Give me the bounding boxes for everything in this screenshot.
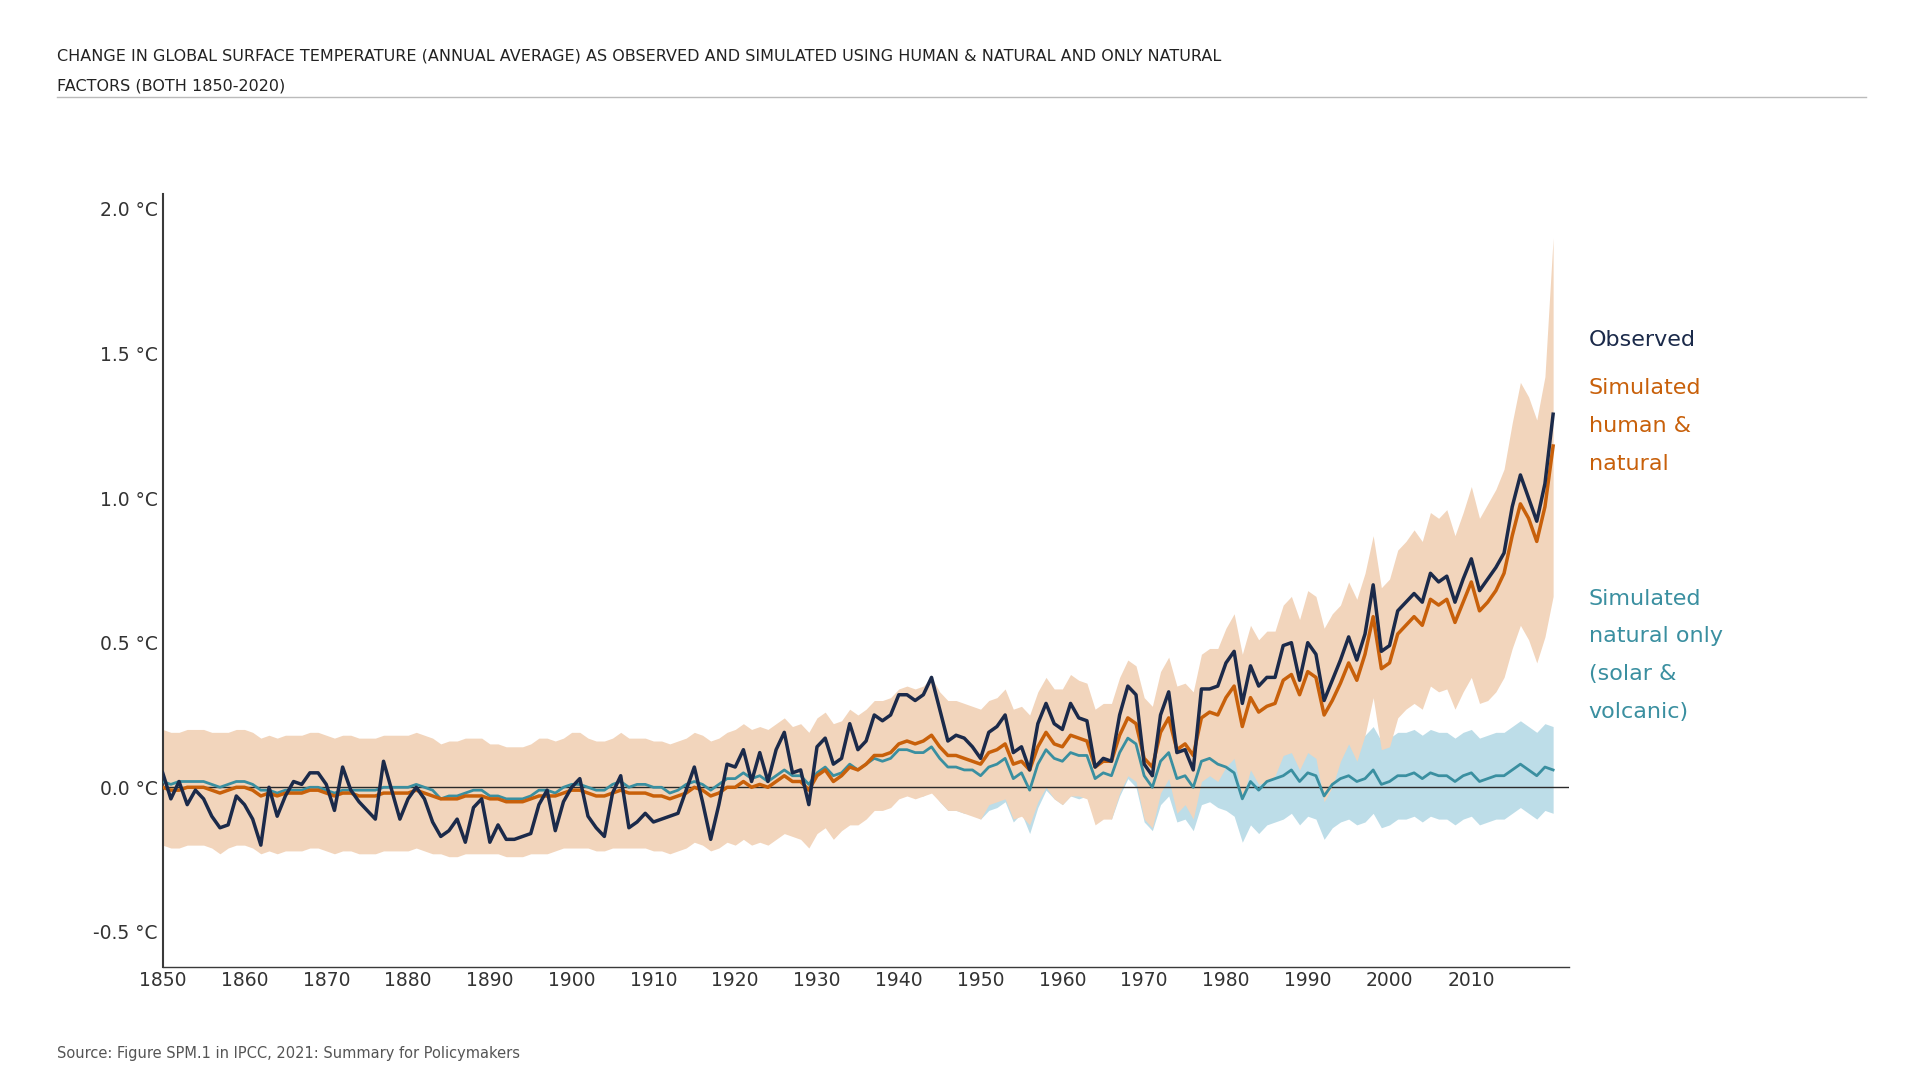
Text: natural: natural (1589, 454, 1669, 474)
Text: (solar &: (solar & (1589, 664, 1677, 685)
Text: human &: human & (1589, 416, 1690, 436)
Text: Simulated: Simulated (1589, 589, 1702, 609)
Text: volcanic): volcanic) (1589, 702, 1688, 723)
Text: Simulated: Simulated (1589, 378, 1702, 399)
Text: Observed: Observed (1589, 330, 1696, 350)
Text: CHANGE IN GLOBAL SURFACE TEMPERATURE (ANNUAL AVERAGE) AS OBSERVED AND SIMULATED : CHANGE IN GLOBAL SURFACE TEMPERATURE (AN… (57, 49, 1221, 64)
Text: natural only: natural only (1589, 626, 1723, 647)
Text: FACTORS (BOTH 1850-2020): FACTORS (BOTH 1850-2020) (57, 79, 285, 94)
Text: Source: Figure SPM.1 in IPCC, 2021: Summary for Policymakers: Source: Figure SPM.1 in IPCC, 2021: Summ… (57, 1045, 521, 1061)
